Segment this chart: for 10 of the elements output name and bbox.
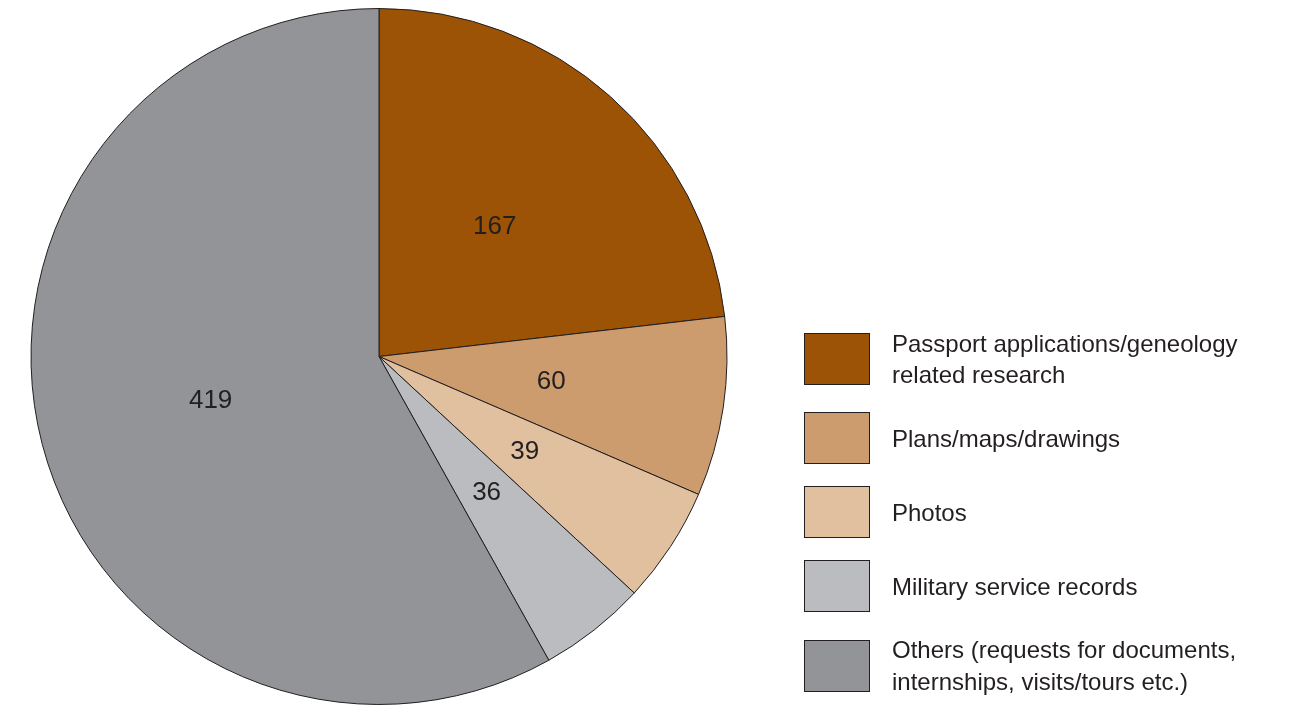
data-label: 60 — [536, 364, 566, 395]
data-label: 167 — [473, 209, 517, 240]
data-label: 419 — [188, 383, 233, 414]
data-label: 36 — [472, 476, 502, 507]
legend-label: Others (requests for documents, internships, visits/tours etc.) — [892, 635, 1238, 697]
data-label: 39 — [510, 434, 540, 465]
legend-label: Plans/maps/drawings — [892, 423, 1121, 454]
legend-label: Photos — [892, 497, 967, 528]
legend-label: Military service records — [892, 571, 1138, 602]
legend-label: Passport applications/geneology related research — [892, 329, 1239, 391]
